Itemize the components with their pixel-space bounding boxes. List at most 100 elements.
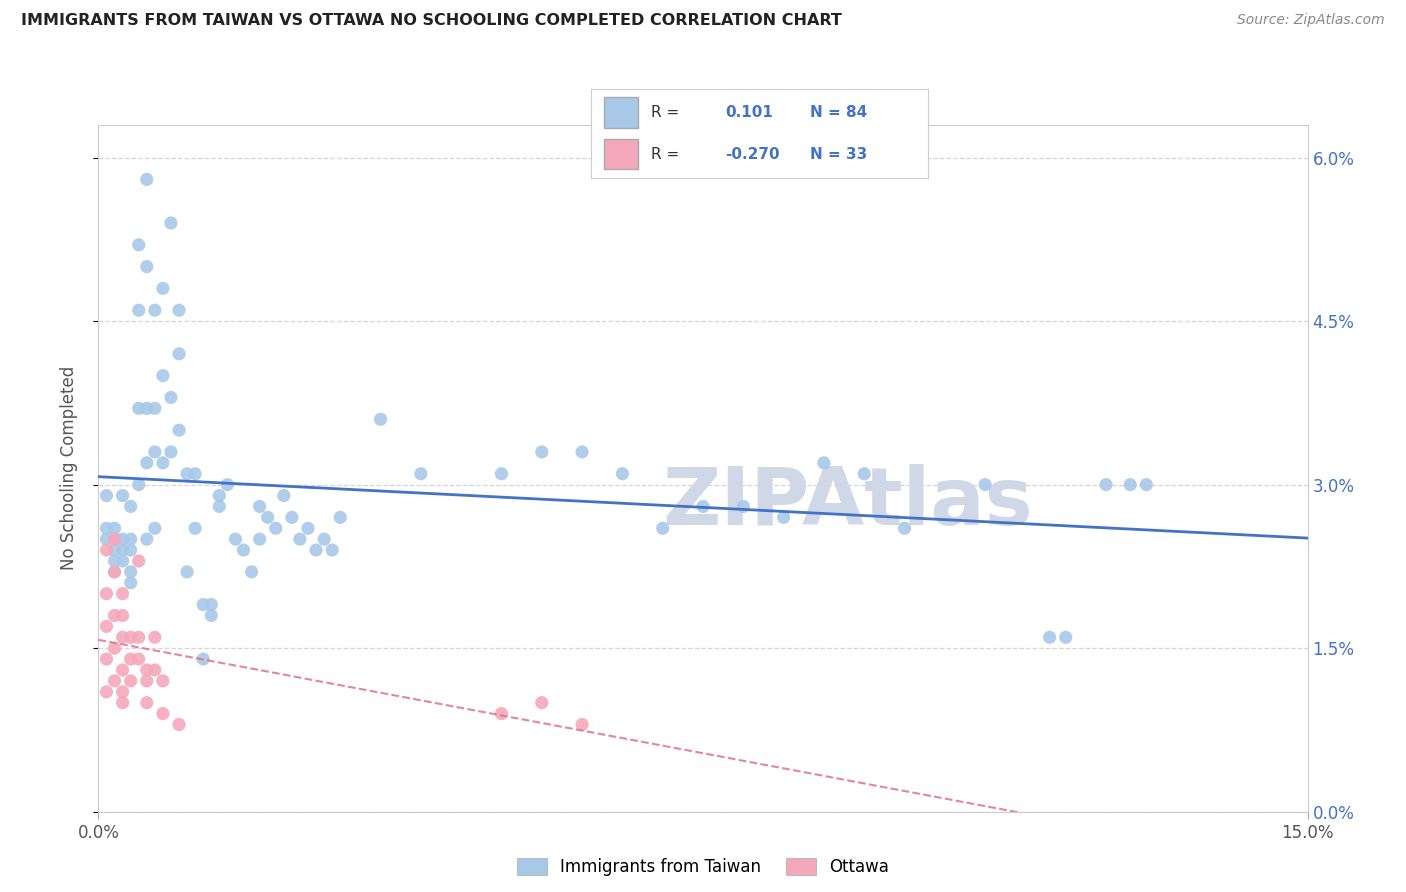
Point <box>103 543 125 558</box>
Point <box>305 543 328 558</box>
Point <box>96 521 118 535</box>
Point <box>96 652 118 666</box>
Point <box>651 521 673 535</box>
Point <box>111 489 134 503</box>
Point <box>96 619 118 633</box>
Point <box>96 532 118 546</box>
Text: IMMIGRANTS FROM TAIWAN VS OTTAWA NO SCHOOLING COMPLETED CORRELATION CHART: IMMIGRANTS FROM TAIWAN VS OTTAWA NO SCHO… <box>21 13 842 29</box>
Point <box>571 445 593 459</box>
Point <box>143 303 166 318</box>
Point <box>96 587 118 601</box>
Point <box>813 456 835 470</box>
Point <box>96 685 118 699</box>
Point <box>273 489 295 503</box>
Point <box>491 467 513 481</box>
Point <box>530 445 553 459</box>
Point <box>612 467 634 481</box>
Point <box>103 608 125 623</box>
Point <box>120 532 142 546</box>
Point <box>1095 477 1118 491</box>
Point <box>208 489 231 503</box>
Text: 0.101: 0.101 <box>725 105 773 120</box>
Point <box>733 500 755 514</box>
Legend: Immigrants from Taiwan, Ottawa: Immigrants from Taiwan, Ottawa <box>510 851 896 882</box>
Point <box>111 554 134 568</box>
Point <box>184 521 207 535</box>
Point <box>217 477 239 491</box>
Text: N = 33: N = 33 <box>810 147 868 161</box>
Point <box>103 532 125 546</box>
Point <box>167 423 190 437</box>
Point <box>120 543 142 558</box>
Point <box>974 477 997 491</box>
Point <box>264 521 287 535</box>
Text: ZIPAtlas: ZIPAtlas <box>662 464 1033 541</box>
Point <box>1135 477 1157 491</box>
Point <box>193 652 215 666</box>
Point <box>143 401 166 416</box>
Point <box>1039 630 1062 644</box>
Point <box>200 608 222 623</box>
Point <box>135 172 157 186</box>
Point <box>120 630 142 644</box>
Point <box>135 260 157 274</box>
Point <box>297 521 319 535</box>
Point <box>160 445 183 459</box>
Point <box>143 521 166 535</box>
Point <box>152 281 174 295</box>
Point <box>135 663 157 677</box>
Point <box>135 456 157 470</box>
Point <box>103 673 125 688</box>
Point <box>143 630 166 644</box>
Point <box>111 608 134 623</box>
Point <box>249 532 271 546</box>
Point <box>152 368 174 383</box>
Y-axis label: No Schooling Completed: No Schooling Completed <box>59 367 77 570</box>
Point <box>152 673 174 688</box>
Point <box>128 237 150 252</box>
Point <box>120 673 142 688</box>
Point <box>111 685 134 699</box>
Point <box>120 500 142 514</box>
Point <box>103 532 125 546</box>
Point <box>232 543 254 558</box>
Point <box>135 696 157 710</box>
Point <box>120 652 142 666</box>
Point <box>224 532 246 546</box>
Point <box>135 401 157 416</box>
Point <box>370 412 392 426</box>
Point <box>103 565 125 579</box>
Point <box>111 630 134 644</box>
Point <box>143 445 166 459</box>
Point <box>256 510 278 524</box>
Point <box>853 467 876 481</box>
Point <box>152 706 174 721</box>
Point <box>128 401 150 416</box>
Point <box>321 543 343 558</box>
Point <box>103 521 125 535</box>
Point <box>249 500 271 514</box>
Point <box>184 467 207 481</box>
Point <box>167 303 190 318</box>
Point <box>200 598 222 612</box>
Point <box>128 652 150 666</box>
Point <box>193 598 215 612</box>
Point <box>135 532 157 546</box>
Point <box>288 532 311 546</box>
FancyBboxPatch shape <box>605 139 638 169</box>
Text: N = 84: N = 84 <box>810 105 868 120</box>
Point <box>120 575 142 590</box>
Point <box>314 532 336 546</box>
Point <box>281 510 304 524</box>
Point <box>96 489 118 503</box>
Point <box>143 663 166 677</box>
Point <box>329 510 352 524</box>
Point <box>111 696 134 710</box>
Point <box>772 510 794 524</box>
Point <box>96 543 118 558</box>
Point <box>111 587 134 601</box>
Text: R =: R = <box>651 147 679 161</box>
Point <box>111 663 134 677</box>
Point <box>128 630 150 644</box>
Point <box>160 216 183 230</box>
